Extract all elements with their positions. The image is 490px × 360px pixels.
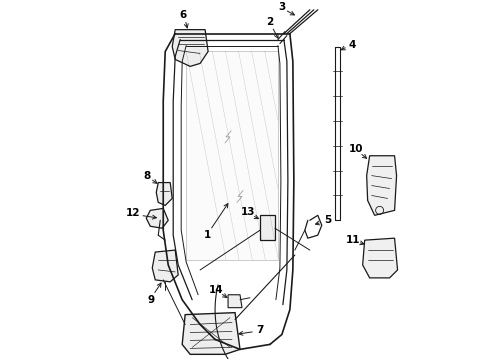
Text: 14: 14 xyxy=(209,285,223,295)
Text: 3: 3 xyxy=(278,2,286,12)
Polygon shape xyxy=(172,30,208,66)
Text: 11: 11 xyxy=(345,235,360,245)
Polygon shape xyxy=(186,51,278,260)
Text: 1: 1 xyxy=(203,230,211,240)
Text: 7: 7 xyxy=(256,324,264,334)
Polygon shape xyxy=(147,208,168,228)
Text: 6: 6 xyxy=(179,10,187,20)
Polygon shape xyxy=(152,250,178,282)
Text: 4: 4 xyxy=(348,40,355,50)
Text: 10: 10 xyxy=(348,144,363,154)
Text: 12: 12 xyxy=(126,208,141,219)
Polygon shape xyxy=(228,295,242,308)
Polygon shape xyxy=(260,215,275,240)
Text: 13: 13 xyxy=(241,207,255,217)
Text: 5: 5 xyxy=(324,215,331,225)
Text: 9: 9 xyxy=(147,295,155,305)
Polygon shape xyxy=(156,183,172,206)
Text: 2: 2 xyxy=(266,17,273,27)
Polygon shape xyxy=(367,156,396,215)
Polygon shape xyxy=(363,238,397,278)
Text: 8: 8 xyxy=(144,171,151,181)
Polygon shape xyxy=(182,312,240,354)
